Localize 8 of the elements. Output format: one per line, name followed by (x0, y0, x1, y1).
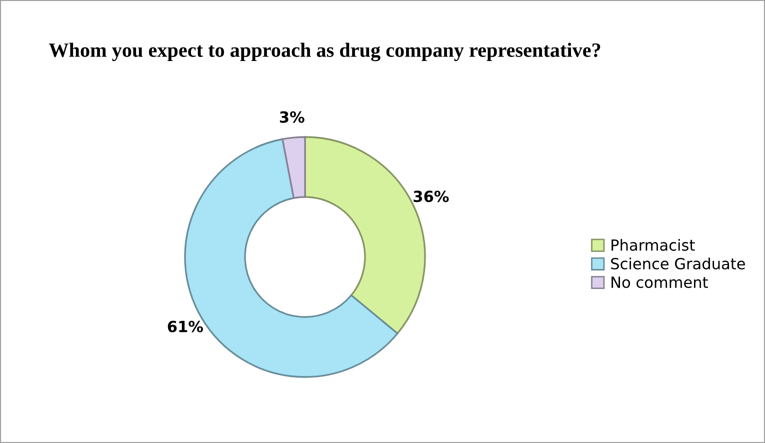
donut-slice (282, 136, 306, 199)
legend-label: No comment (612, 276, 708, 288)
legend-label: Science Graduate (611, 258, 745, 270)
data-label: 61% (168, 320, 203, 332)
data-label: 3% (280, 111, 304, 123)
chart-title: Whom you expect to approach as drug company representative? (48, 42, 600, 62)
legend-label: Pharmacist (612, 239, 695, 251)
data-label: 36% (414, 190, 449, 202)
